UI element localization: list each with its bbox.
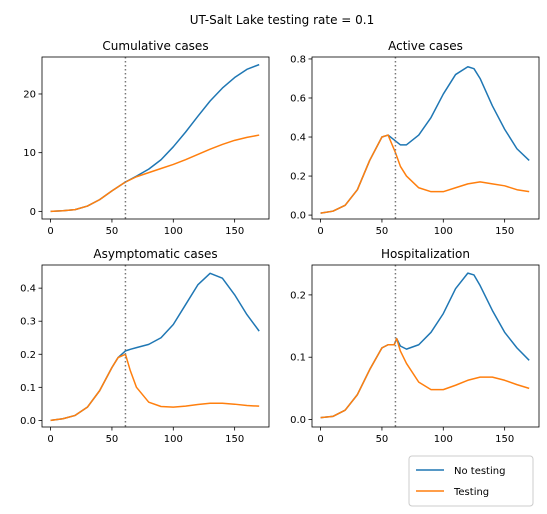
x-tick-label: 150 — [225, 434, 244, 445]
y-tick-label: 0.2 — [20, 350, 36, 361]
subplot-title: Hospitalization — [381, 247, 470, 261]
axes-frame — [41, 264, 270, 428]
series-line-no-testing — [50, 272, 260, 422]
series-line-testing — [50, 134, 260, 213]
y-tick-label: 0.0 — [20, 416, 36, 427]
x-tick-label: 0 — [317, 226, 323, 237]
suptitle: UT-Salt Lake testing rate = 0.1 — [190, 13, 374, 27]
y-tick-label: 0.3 — [20, 317, 36, 328]
series-line-no-testing — [320, 66, 530, 214]
x-tick-label: 100 — [434, 434, 453, 445]
y-tick-label: 0.8 — [290, 54, 306, 65]
y-tick-label: 0.1 — [20, 383, 36, 394]
axes-frame — [311, 56, 540, 220]
x-tick-label: 50 — [106, 226, 119, 237]
subplot-cumulative-cases: Cumulative cases 0 50 100 150 0 10 20 — [23, 39, 270, 237]
axes-frame — [311, 264, 540, 428]
series-line-testing — [50, 353, 260, 422]
x-tick-label: 0 — [317, 434, 323, 445]
x-tick-label: 100 — [434, 226, 453, 237]
x-tick-label: 0 — [47, 226, 53, 237]
subplots: Cumulative cases 0 50 100 150 0 10 20 Active cas… — [20, 39, 540, 445]
y-tick-label: 0.1 — [290, 353, 306, 364]
x-tick-label: 150 — [225, 226, 244, 237]
legend-label-no-testing: No testing — [454, 466, 505, 477]
y-tick-label: 0 — [30, 207, 36, 218]
y-tick-label: 0.4 — [20, 284, 36, 295]
x-tick-label: 100 — [164, 226, 183, 237]
y-tick-label: 0.2 — [290, 172, 306, 183]
y-tick-label: 0.4 — [290, 133, 306, 144]
subplot-active-cases: Active cases 0 50 100 150 0.0 0.2 0.4 0.6 0.8 — [290, 39, 540, 237]
y-tick-label: 0.6 — [290, 93, 306, 104]
x-tick-label: 50 — [106, 434, 119, 445]
subplot-title: Active cases — [388, 39, 463, 53]
y-tick-label: 0.0 — [290, 415, 306, 426]
x-tick-label: 100 — [164, 434, 183, 445]
legend-label-testing: Testing — [453, 487, 489, 498]
y-tick-label: 10 — [23, 148, 36, 159]
x-tick-label: 50 — [376, 434, 389, 445]
series-line-no-testing — [50, 63, 260, 213]
legend: No testing Testing — [408, 455, 534, 507]
x-tick-label: 150 — [495, 434, 514, 445]
x-tick-label: 150 — [495, 226, 514, 237]
x-tick-label: 50 — [376, 226, 389, 237]
axes-frame — [41, 56, 270, 220]
subplot-asymptomatic-cases: Asymptomatic cases 0 50 100 150 0.0 0.1 0.2 0.3 0… — [20, 247, 270, 445]
y-tick-label: 20 — [23, 89, 36, 100]
series-line-testing — [320, 134, 530, 214]
subplot-hospitalization: Hospitalization 0 50 100 150 0.0 0.1 0.2 — [290, 247, 540, 445]
y-tick-label: 0.0 — [290, 211, 306, 222]
subplot-title: Asymptomatic cases — [93, 247, 217, 261]
series-line-testing — [320, 337, 530, 419]
y-tick-label: 0.2 — [290, 290, 306, 301]
legend-frame — [408, 455, 534, 507]
series-line-no-testing — [320, 272, 530, 419]
subplot-title: Cumulative cases — [102, 39, 208, 53]
x-tick-label: 0 — [47, 434, 53, 445]
